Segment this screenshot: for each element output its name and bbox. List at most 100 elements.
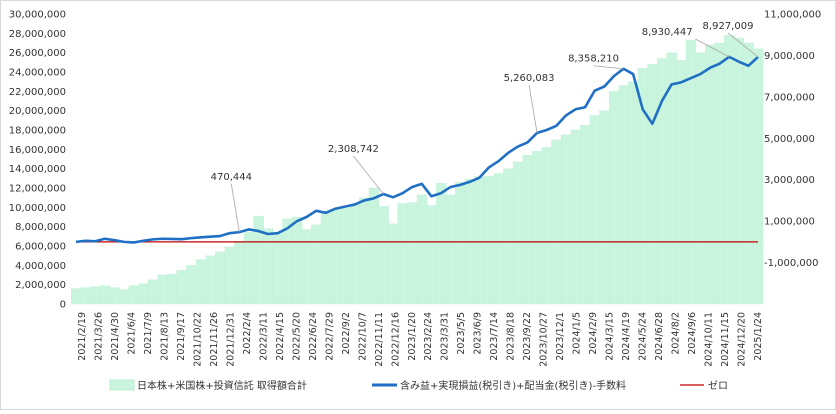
x-tick-label: 2024/11/15	[720, 312, 731, 367]
area-bar	[608, 91, 620, 305]
y-left-tick-label: 24,000,000	[9, 68, 66, 79]
y-left-tick-label: 12,000,000	[9, 184, 66, 195]
y-left-tick-label: 6,000,000	[15, 242, 66, 253]
y-right-tick-label: 5,000,000	[764, 134, 815, 145]
y-left-tick-label: 8,000,000	[15, 222, 66, 233]
area-bar	[618, 85, 629, 305]
area-bar	[349, 204, 360, 305]
x-tick-label: 2021/11/26	[209, 312, 220, 367]
x-tick-label: 2021/10/22	[192, 312, 203, 367]
x-tick-label: 2022/10/7	[357, 312, 368, 361]
x-tick-label: 2023/7/14	[489, 312, 500, 361]
annotation-leader	[353, 155, 384, 195]
y-left-tick-label: 16,000,000	[9, 145, 66, 156]
area-bar	[599, 110, 610, 305]
area-bar	[176, 270, 188, 305]
area-bar	[580, 125, 591, 305]
x-tick-label: 2021/2/19	[77, 312, 88, 361]
line-layer	[75, 55, 759, 244]
x-tick-label: 2024/1/5	[572, 312, 583, 355]
area-bar	[676, 60, 687, 305]
area-bar	[445, 194, 456, 305]
y-right-tick-label: 9,000,000	[764, 51, 815, 62]
x-tick-label: 2021/6/4	[126, 312, 137, 355]
x-tick-label: 2021/3/26	[93, 312, 104, 361]
x-tick-label: 2022/4/15	[275, 312, 286, 361]
area-bar	[234, 241, 245, 305]
legend-label-line: 含み益+実現損益(税引き)+配当金(税引き)-手数料	[400, 379, 626, 392]
x-tick-label: 2024/6/28	[654, 312, 665, 361]
x-tick-label: 2022/7/29	[324, 312, 335, 361]
x-tick-label: 2021/4/30	[110, 312, 121, 361]
area-bar	[541, 147, 553, 305]
x-tick-label: 2024/9/6	[687, 312, 698, 355]
x-tick-label: 2023/3/31	[440, 312, 451, 361]
x-tick-label: 2022/9/2	[341, 312, 352, 355]
area-bar	[388, 223, 399, 305]
area-bar	[128, 285, 139, 305]
area-bar	[359, 197, 370, 305]
annotation-label: 5,260,083	[504, 73, 555, 84]
annotation-label: 8,358,210	[568, 54, 619, 65]
area-bar	[320, 211, 332, 305]
x-tick-label: 2025/1/24	[753, 312, 764, 361]
x-tick-label: 2022/2/4	[242, 312, 253, 355]
y-left-tick-label: 20,000,000	[9, 106, 66, 117]
x-tick-label: 2023/5/5	[456, 312, 467, 355]
area-bar	[551, 139, 562, 305]
y-axis-left: 0 2,000,000 4,000,000 6,000,000 8,000,000 10,…	[9, 10, 66, 311]
x-tick-label: 2024/5/24	[638, 312, 649, 361]
x-tick-label: 2021/12/31	[225, 312, 236, 367]
annotation-leader	[593, 65, 624, 70]
area-layer	[71, 35, 764, 305]
x-tick-label: 2022/5/20	[291, 312, 302, 361]
y-right-tick-label: -1,000,000	[764, 258, 819, 269]
annotation-leader	[727, 32, 759, 58]
area-bar	[695, 52, 706, 305]
legend-label-zero: ゼロ	[708, 380, 728, 392]
area-bar	[512, 161, 524, 305]
area-bar	[647, 64, 658, 305]
area-bar	[714, 42, 725, 305]
area-bar	[291, 216, 303, 305]
y-left-tick-label: 14,000,000	[9, 164, 66, 175]
profit-line	[75, 55, 759, 244]
x-tick-label: 2021/7/9	[143, 312, 154, 355]
area-bar	[522, 154, 533, 305]
x-tick-label: 2023/6/9	[473, 312, 484, 355]
x-tick-label: 2022/6/24	[308, 312, 319, 361]
area-bar	[426, 205, 437, 305]
area-bar	[138, 283, 149, 305]
x-tick-label: 2024/10/11	[704, 312, 715, 367]
annotation-leader	[694, 38, 730, 58]
area-bar	[215, 251, 226, 305]
y-left-tick-label: 18,000,000	[9, 126, 66, 137]
area-bar	[493, 173, 505, 305]
x-tick-label: 2023/9/22	[522, 312, 533, 361]
area-bar	[589, 115, 601, 305]
x-tick-label: 2024/2/9	[588, 312, 599, 355]
area-bar	[157, 274, 168, 305]
x-axis: 2021/2/19 2021/3/26 2021/4/30 2021/6/4 2021/…	[77, 312, 764, 367]
y-left-tick-label: 22,000,000	[9, 87, 66, 98]
x-tick-label: 2023/12/1	[555, 312, 566, 361]
area-bar	[109, 287, 120, 305]
area-bar	[455, 182, 466, 305]
y-right-tick-label: 11,000,000	[764, 10, 821, 21]
area-bar	[378, 206, 389, 305]
y-right-tick-label: 7,000,000	[764, 92, 815, 103]
x-tick-label: 2023/8/18	[506, 312, 517, 361]
y-axis-right: -1,000,000 1,000,000 3,000,000 5,000,000 7,0…	[764, 10, 821, 270]
area-bar	[532, 151, 543, 305]
area-bar	[637, 67, 649, 305]
x-tick-label: 2023/1/20	[407, 312, 418, 361]
area-bar	[301, 229, 312, 305]
area-bar	[119, 289, 130, 305]
y-left-tick-label: 2,000,000	[15, 280, 66, 291]
x-tick-label: 2021/9/17	[176, 312, 187, 361]
x-tick-label: 2024/12/20	[737, 312, 748, 367]
area-bar	[560, 134, 572, 305]
area-bar	[224, 246, 236, 305]
annotation-label: 8,930,447	[642, 27, 693, 38]
